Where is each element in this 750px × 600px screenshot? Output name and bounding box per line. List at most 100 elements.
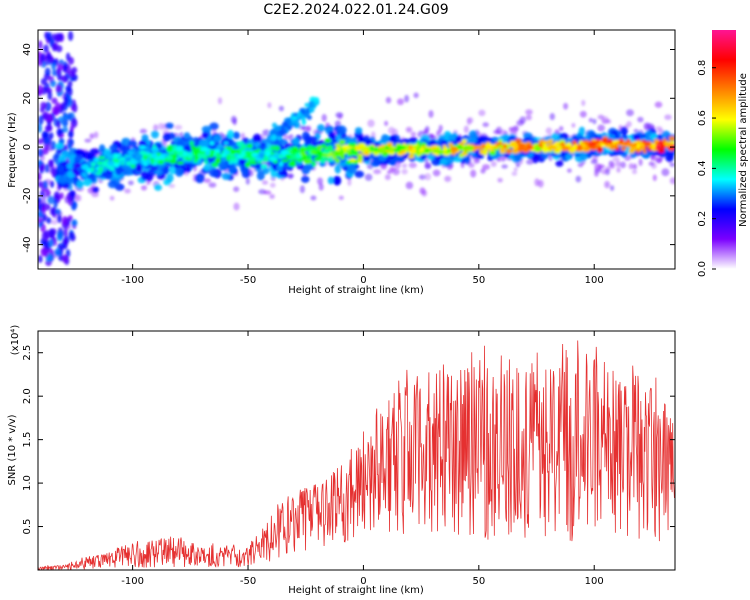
- heatmap-cell: [304, 102, 311, 108]
- heatmap-cell: [342, 144, 350, 150]
- heatmap-cell: [230, 115, 237, 124]
- heatmap-cell: [423, 131, 429, 136]
- heatmap-cell: [154, 184, 163, 191]
- heatmap-cell: [231, 156, 236, 161]
- heatmap-cell: [118, 157, 126, 162]
- heatmap-cell: [46, 124, 53, 132]
- heatmap-cell: [373, 169, 382, 175]
- heatmap-cell: [194, 155, 199, 161]
- heatmap-cell: [203, 178, 211, 183]
- heatmap-cell: [509, 140, 517, 145]
- heatmap-cell: [555, 160, 564, 167]
- snr-y-tick-label: 1.0: [22, 475, 33, 491]
- spectrogram-y-axis-label: Frequency (Hz): [7, 112, 18, 188]
- heatmap-cell: [337, 125, 347, 135]
- heatmap-cell: [73, 170, 80, 177]
- heatmap-cell: [612, 149, 619, 157]
- heatmap-cell: [43, 180, 48, 189]
- heatmap-cell: [151, 148, 158, 154]
- heatmap-cell: [511, 171, 518, 176]
- heatmap-cell: [221, 172, 231, 181]
- heatmap-cell: [257, 160, 263, 164]
- heatmap-cell: [264, 148, 272, 153]
- heatmap-cell: [404, 94, 410, 103]
- heatmap-cell: [93, 131, 99, 139]
- heatmap-cell: [57, 175, 68, 185]
- colorbar-tick-label: 0.2: [697, 211, 708, 227]
- heatmap-cell: [61, 75, 68, 83]
- heatmap-cell: [545, 127, 553, 135]
- heatmap-cell: [499, 149, 507, 154]
- heatmap-cell: [249, 161, 258, 165]
- heatmap-cell: [288, 161, 297, 167]
- heatmap-cell: [50, 140, 57, 151]
- heatmap-cell: [387, 169, 392, 175]
- heatmap-cell: [387, 150, 396, 156]
- heatmap-cell: [98, 144, 106, 153]
- heatmap-cell: [252, 133, 262, 144]
- heatmap-cell: [38, 115, 44, 125]
- heatmap-cell: [43, 249, 49, 258]
- spectrogram-x-ticks: -100 -50 0 50 100: [121, 30, 604, 286]
- heatmap-cell: [470, 169, 477, 178]
- heatmap-cell: [60, 102, 66, 111]
- heatmap-cell: [463, 145, 469, 150]
- heatmap-cell: [143, 154, 148, 161]
- heatmap-cell: [172, 148, 177, 152]
- heatmap-cell: [601, 168, 608, 175]
- heatmap-cell: [54, 248, 61, 256]
- spectrogram-x-axis-label: Height of straight line (km): [288, 285, 424, 296]
- heatmap-cell: [497, 144, 504, 148]
- heatmap-cell: [38, 181, 43, 188]
- heatmap-cell: [357, 154, 363, 161]
- heatmap-cell: [300, 115, 306, 121]
- heatmap-cell: [653, 156, 659, 162]
- heatmap-cell: [565, 153, 572, 160]
- heatmap-cell: [657, 148, 665, 154]
- heatmap-cell: [236, 154, 245, 159]
- heatmap-cell: [340, 155, 345, 160]
- heatmap-cell: [610, 185, 615, 191]
- heatmap-cell: [534, 145, 541, 152]
- spectrogram-y-tick-label: 40: [22, 43, 33, 56]
- heatmap-cell: [194, 173, 205, 184]
- heatmap-cell: [57, 63, 64, 71]
- heatmap-cell: [42, 147, 49, 155]
- heatmap-cell: [579, 151, 588, 161]
- heatmap-cell: [82, 178, 93, 187]
- heatmap-cell: [315, 150, 324, 156]
- heatmap-cell: [145, 159, 152, 165]
- heatmap-cell: [229, 149, 236, 155]
- heatmap-cell: [299, 146, 307, 153]
- heatmap-cell: [54, 151, 61, 159]
- heatmap-cell: [263, 190, 272, 195]
- spectrogram-y-tick-label: -20: [22, 188, 33, 204]
- heatmap-cell: [274, 125, 282, 132]
- heatmap-cell: [537, 179, 544, 188]
- heatmap-cell: [86, 168, 92, 173]
- heatmap-cell: [628, 163, 634, 170]
- heatmap-cell: [455, 144, 463, 150]
- heatmap-cell: [333, 177, 341, 186]
- heatmap-cell: [310, 195, 317, 201]
- heatmap-cell: [526, 159, 534, 165]
- heatmap-cell: [299, 185, 305, 194]
- heatmap-cell: [127, 180, 134, 186]
- heatmap-cell: [39, 164, 45, 172]
- heatmap-cell: [51, 63, 57, 70]
- heatmap-cell: [182, 155, 188, 161]
- heatmap-cell: [251, 152, 259, 157]
- heatmap-cell: [76, 180, 84, 189]
- heatmap-cell: [44, 230, 51, 240]
- heatmap-cell: [40, 101, 47, 109]
- heatmap-cell: [41, 213, 47, 222]
- heatmap-cell: [463, 125, 469, 134]
- heatmap-cell: [199, 153, 207, 158]
- heatmap-cell: [201, 125, 212, 133]
- heatmap-cell: [283, 134, 289, 140]
- heatmap-cell: [63, 95, 69, 106]
- heatmap-cell: [408, 145, 413, 151]
- heatmap-cell: [401, 163, 408, 169]
- heatmap-cell: [311, 161, 316, 167]
- heatmap-cell: [418, 174, 427, 180]
